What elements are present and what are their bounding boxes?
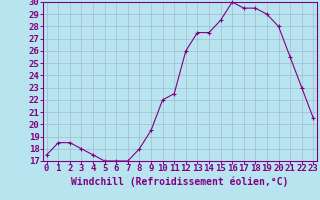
X-axis label: Windchill (Refroidissement éolien,°C): Windchill (Refroidissement éolien,°C): [71, 176, 289, 187]
